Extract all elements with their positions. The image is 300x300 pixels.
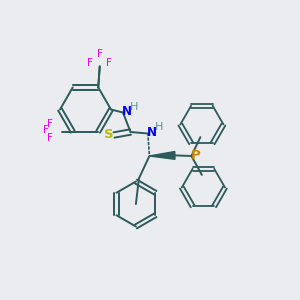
Text: P: P bbox=[191, 149, 200, 162]
Text: H: H bbox=[130, 101, 139, 112]
Text: N: N bbox=[122, 105, 132, 118]
Text: S: S bbox=[104, 128, 114, 141]
Polygon shape bbox=[149, 152, 175, 159]
Text: N: N bbox=[146, 126, 157, 139]
Text: F: F bbox=[87, 58, 93, 68]
Text: F: F bbox=[97, 49, 103, 59]
Text: F: F bbox=[47, 119, 53, 129]
Text: H: H bbox=[155, 122, 164, 133]
Text: F: F bbox=[43, 125, 49, 135]
Text: F: F bbox=[106, 58, 112, 68]
Text: F: F bbox=[47, 133, 53, 142]
